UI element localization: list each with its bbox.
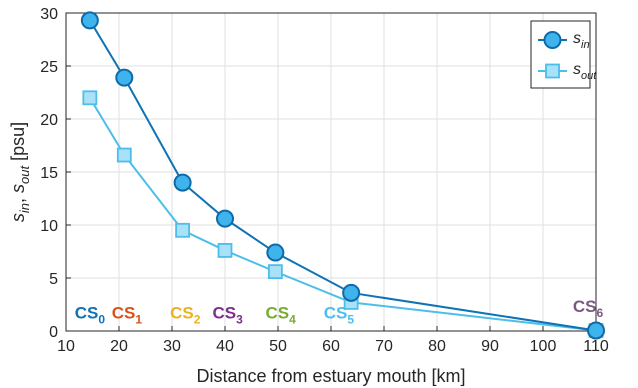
y-label-sep: , xyxy=(8,193,28,203)
series-layer xyxy=(80,11,605,340)
tick-labels: 10 20 30 40 50 60 70 80 90 100 110 0 5 10 15 20 25 30 xyxy=(40,6,609,355)
x-tick-label: 40 xyxy=(216,338,234,355)
y-tick-label: 0 xyxy=(49,324,58,341)
legend-label-s_in: sin xyxy=(573,30,590,51)
x-tick-label: 60 xyxy=(322,338,340,355)
x-tick-label: 90 xyxy=(481,338,499,355)
y-label-s2: s xyxy=(8,184,28,193)
cs-label-6: CS6 xyxy=(573,297,604,320)
x-tick-label: 110 xyxy=(583,338,609,355)
y-label-sub1: in xyxy=(17,203,32,213)
s_in-point xyxy=(173,173,192,192)
cs-label-1: CS1 xyxy=(112,303,143,326)
cs-label-5: CS5 xyxy=(324,303,355,326)
y-axis-label: sin, sout [psu] xyxy=(8,122,32,222)
cross-section-labels: CS0 CS1 CS2 CS3 CS4 CS5 CS6 xyxy=(75,297,604,326)
cs-label-2: CS2 xyxy=(170,303,201,326)
s_in-line xyxy=(88,19,597,332)
y-label-s1: s xyxy=(8,213,28,222)
y-label-unit: [psu] xyxy=(8,122,28,166)
y-tick-label: 5 xyxy=(49,271,58,288)
x-tick-label: 70 xyxy=(375,338,393,355)
cs-label-3: CS3 xyxy=(212,303,243,326)
legend-marker-s_out xyxy=(545,63,560,79)
y-tick-label: 20 xyxy=(40,112,58,129)
grid xyxy=(65,12,597,332)
x-axis-label: Distance from estuary mouth [km] xyxy=(196,366,465,386)
s_out-point xyxy=(175,222,191,238)
s_in-point xyxy=(587,321,605,340)
y-tick-label: 25 xyxy=(40,59,58,76)
x-tick-label: 80 xyxy=(428,338,446,355)
plot-area xyxy=(65,12,597,332)
s_out-point xyxy=(217,243,233,258)
legend-box xyxy=(530,20,591,89)
s_in-point xyxy=(115,68,134,87)
s_in-point xyxy=(80,11,99,30)
cs-label-0: CS0 xyxy=(75,303,106,326)
s_in-point xyxy=(216,209,234,228)
x-tick-label: 100 xyxy=(530,338,557,355)
s_in-point xyxy=(266,243,285,262)
x-tick-label: 20 xyxy=(110,338,128,355)
s_out-point xyxy=(82,90,98,106)
y-tick-label: 30 xyxy=(40,6,58,23)
y-label-sub2: out xyxy=(17,165,32,184)
x-tick-label: 50 xyxy=(269,338,287,355)
y-tick-label: 15 xyxy=(40,165,58,182)
legend: sin sout xyxy=(530,20,597,89)
y-tick-label: 10 xyxy=(40,218,58,235)
legend-label-s_out: sout xyxy=(573,61,597,82)
s_out-point xyxy=(116,147,132,163)
s_in-point xyxy=(342,283,361,302)
x-tick-label: 10 xyxy=(57,338,75,355)
x-tick-label: 30 xyxy=(163,338,181,355)
cs-label-4: CS4 xyxy=(265,303,296,326)
legend-marker-s_in xyxy=(543,31,562,49)
s_out-point xyxy=(267,264,283,280)
